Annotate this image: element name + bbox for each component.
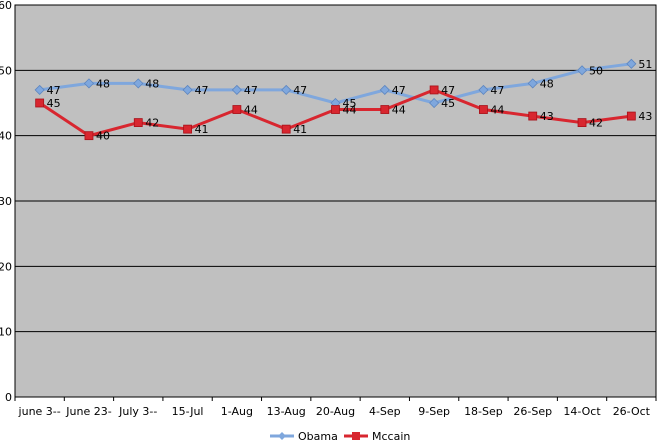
obama-point-11 xyxy=(576,65,588,76)
mccain-data-label-6: 44 xyxy=(343,104,357,117)
obama-point-0 xyxy=(34,84,45,95)
obama-data-label-4: 47 xyxy=(244,84,258,97)
mccain-data-label-9: 44 xyxy=(490,104,504,117)
mccain-data-label-11: 42 xyxy=(589,117,603,130)
y-tick-label-40: 40 xyxy=(0,130,12,143)
x-tick-label-4: 1-Aug xyxy=(221,405,253,418)
obama-data-label-2: 48 xyxy=(145,77,159,90)
mccain-data-label-10: 43 xyxy=(540,110,554,123)
mccain-point-3 xyxy=(183,124,192,134)
obama-point-2 xyxy=(133,78,144,89)
obama-point-1 xyxy=(83,78,95,89)
x-tick-label-11: 14-Oct xyxy=(563,405,601,418)
mccain-data-label-5: 41 xyxy=(293,123,307,136)
mccain-legend-marker xyxy=(352,432,360,440)
mccain-point-4 xyxy=(232,105,242,114)
obama-data-label-5: 47 xyxy=(293,84,307,97)
x-tick-label-12: 26-Oct xyxy=(613,405,651,418)
mccain-point-8 xyxy=(429,85,439,95)
x-tick-label-9: 18-Sep xyxy=(464,405,503,418)
obama-data-label-0: 47 xyxy=(47,84,61,97)
x-tick-label-8: 9-Sep xyxy=(418,405,450,418)
mccain-data-label-3: 41 xyxy=(195,123,209,136)
gridlines xyxy=(15,4,656,333)
mccain-data-label-4: 44 xyxy=(244,104,258,117)
mccain-data-label-2: 42 xyxy=(145,117,159,130)
obama-point-12 xyxy=(626,58,637,69)
mccain-point-11 xyxy=(577,118,587,127)
obama-data-label-11: 50 xyxy=(589,64,603,77)
mccain-point-6 xyxy=(331,105,340,114)
obama-data-label-6: 45 xyxy=(343,97,357,110)
x-tick-label-10: 26-Sep xyxy=(513,405,552,418)
obama-data-label-7: 47 xyxy=(392,84,406,97)
x-tick-label-0: june 3-- xyxy=(18,405,61,418)
x-tick-label-3: 15-Jul xyxy=(172,405,204,418)
obama-legend-marker xyxy=(278,432,286,440)
mccain-point-1 xyxy=(84,131,94,141)
obama-data-label-8: 45 xyxy=(441,97,455,110)
obama-data-label-12: 51 xyxy=(638,58,652,71)
mccain-data-label-7: 44 xyxy=(392,104,406,117)
x-axis: june 3-- June 23- July 3-- 15-Jul 1-Aug 13-Au… xyxy=(14,397,657,418)
mccain-point-0 xyxy=(35,98,45,108)
mccain-point-7 xyxy=(380,105,390,114)
x-tick-label-2: July 3-- xyxy=(118,405,157,418)
y-tick-label-10: 10 xyxy=(0,326,12,339)
y-tick-label-50: 50 xyxy=(0,64,12,77)
obama-legend-label: Obama xyxy=(298,430,338,443)
obama-point-9 xyxy=(478,84,489,95)
series-layer xyxy=(34,58,637,141)
mccain-data-label-8: 47 xyxy=(441,84,455,97)
obama-point-10 xyxy=(527,78,538,89)
obama-data-label-3: 47 xyxy=(195,84,209,97)
mccain-data-label-0: 45 xyxy=(47,97,61,110)
mccain-data-label-1: 40 xyxy=(96,130,110,143)
obama-data-label-9: 47 xyxy=(490,84,504,97)
obama-data-label-10: 48 xyxy=(540,77,554,90)
y-tick-label-60: 60 xyxy=(0,0,12,12)
mccain-point-2 xyxy=(133,118,143,127)
mccain-point-9 xyxy=(479,105,488,114)
obama-point-3 xyxy=(182,84,193,95)
mccain-point-5 xyxy=(281,124,291,134)
x-tick-label-7: 4-Sep xyxy=(369,405,401,418)
x-tick-label-1: June 23- xyxy=(65,405,111,418)
y-tick-label-20: 20 xyxy=(0,260,12,273)
obama-point-8 xyxy=(429,97,440,109)
y-tick-label-0: 0 xyxy=(5,391,12,404)
mccain-legend-label: Mccain xyxy=(372,430,410,443)
mccain-point-12 xyxy=(626,111,636,121)
x-tick-label-6: 20-Aug xyxy=(316,405,355,418)
legend: Obama Mccain xyxy=(270,430,410,443)
y-tick-label-30: 30 xyxy=(0,195,12,208)
x-tick-label-5: 13-Aug xyxy=(267,405,306,418)
mccain-point-10 xyxy=(528,111,538,121)
y-axis: 0 10 20 30 40 50 60 xyxy=(0,0,12,404)
obama-point-4 xyxy=(231,84,242,95)
obama-data-label-1: 48 xyxy=(96,77,110,90)
obama-point-5 xyxy=(281,84,292,95)
mccain-data-label-12: 43 xyxy=(638,110,652,123)
obama-point-7 xyxy=(379,84,390,95)
